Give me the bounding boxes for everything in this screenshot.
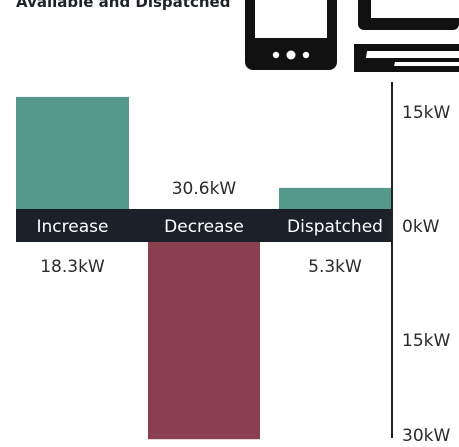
category-label-dispatched: Dispatched <box>287 217 383 237</box>
bar-decrease <box>148 242 260 440</box>
value-label-dispatched: 5.3kW <box>308 257 362 277</box>
y-tick-label: 15kW <box>402 103 450 123</box>
value-label-decrease: 30.6kW <box>172 179 237 199</box>
bar-dispatched <box>279 187 391 209</box>
category-label-increase: Increase <box>37 217 109 237</box>
y-tick-label: 0kW <box>402 217 440 237</box>
laptop-icon <box>345 0 459 82</box>
value-label-increase: 18.3kW <box>40 257 105 277</box>
smartphone-icon <box>238 0 344 78</box>
bar-increase <box>16 96 129 209</box>
chart-title: Available and Dispatched <box>16 0 231 11</box>
y-tick-label: 15kW <box>402 331 450 351</box>
category-band <box>16 209 392 242</box>
y-tick-label: 30kW <box>402 426 450 443</box>
category-label-decrease: Decrease <box>164 217 244 237</box>
